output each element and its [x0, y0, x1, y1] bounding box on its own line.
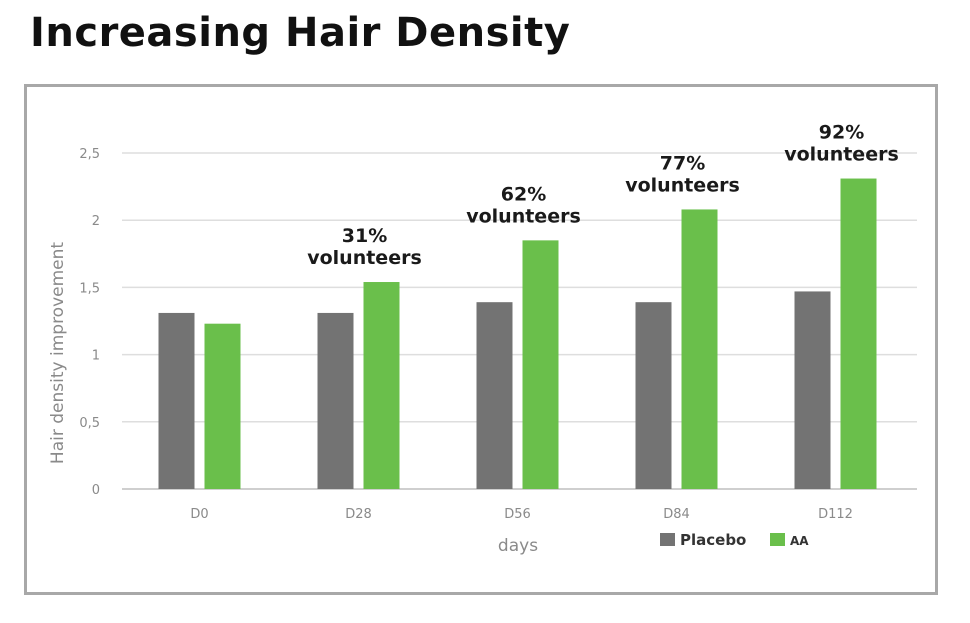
legend: Placebo AA	[660, 531, 809, 549]
y-axis-title: Hair density improvement	[48, 242, 68, 464]
x-axis-ticks: D0 D28 D56 D84 D112	[190, 507, 853, 522]
bar-placebo-d112	[794, 291, 831, 489]
annotation-percent: 92%	[819, 122, 864, 144]
annotation-text: volunteers	[784, 144, 899, 166]
chart-frame: 0 0,5 1 1,5 2 2,5 D0 D28 D56 D84 D112 volunteers 3…	[24, 84, 938, 595]
bars	[158, 178, 877, 489]
bar-aa-d84	[681, 209, 718, 489]
y-tick-label: 1,5	[79, 281, 100, 296]
y-axis-ticks: 0 0,5 1 1,5 2 2,5	[79, 147, 100, 498]
annotation-percent: 31%	[342, 225, 387, 247]
bar-placebo-d84	[635, 302, 672, 489]
x-tick-label: D0	[190, 507, 208, 522]
y-tick-label: 2,5	[79, 147, 100, 162]
bar-placebo-d0	[158, 312, 195, 489]
y-tick-label: 2	[92, 214, 100, 229]
bar-aa-d28	[363, 282, 400, 489]
bar-aa-d112	[840, 178, 877, 489]
y-tick-label: 0	[92, 483, 100, 498]
annotation-text: volunteers	[307, 247, 422, 269]
y-tick-label: 1	[92, 349, 100, 364]
annotation-text: volunteers	[466, 205, 581, 227]
annotation-percent: 77%	[660, 152, 705, 174]
bar-placebo-d28	[317, 312, 354, 489]
annotation-percent: 62%	[501, 183, 546, 205]
x-tick-label: D56	[504, 507, 531, 522]
y-tick-label: 0,5	[79, 416, 100, 431]
legend-swatch-placebo	[660, 533, 675, 546]
x-tick-label: D112	[818, 507, 853, 522]
legend-label-aa: AA	[790, 534, 809, 548]
bar-placebo-d56	[476, 302, 513, 489]
page-title: Increasing Hair Density	[30, 10, 571, 56]
bar-chart: 00,511,522,5 D0 D28 D56 D84 D112 volunteers3…	[48, 122, 917, 556]
legend-label-placebo: Placebo	[680, 531, 746, 549]
legend-swatch-aa	[770, 533, 785, 546]
x-axis-title: days	[498, 536, 538, 556]
x-tick-label: D84	[663, 507, 690, 522]
bar-aa-d56	[522, 240, 559, 489]
gridlines	[122, 152, 917, 490]
x-tick-label: D28	[345, 507, 372, 522]
bar-aa-d0	[204, 323, 241, 489]
annotation-text: volunteers	[625, 174, 740, 196]
